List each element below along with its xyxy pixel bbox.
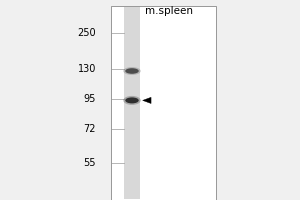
- Text: 72: 72: [83, 124, 96, 134]
- Bar: [111, 6, 216, 200]
- Text: 250: 250: [77, 28, 96, 38]
- Ellipse shape: [125, 97, 139, 103]
- Ellipse shape: [123, 67, 141, 75]
- Bar: [124, 7, 140, 199]
- Ellipse shape: [125, 68, 139, 74]
- Text: 95: 95: [84, 94, 96, 104]
- Text: 130: 130: [78, 64, 96, 74]
- Ellipse shape: [123, 96, 141, 105]
- Polygon shape: [143, 97, 151, 103]
- Text: m.spleen: m.spleen: [146, 6, 194, 16]
- Text: 55: 55: [83, 158, 96, 168]
